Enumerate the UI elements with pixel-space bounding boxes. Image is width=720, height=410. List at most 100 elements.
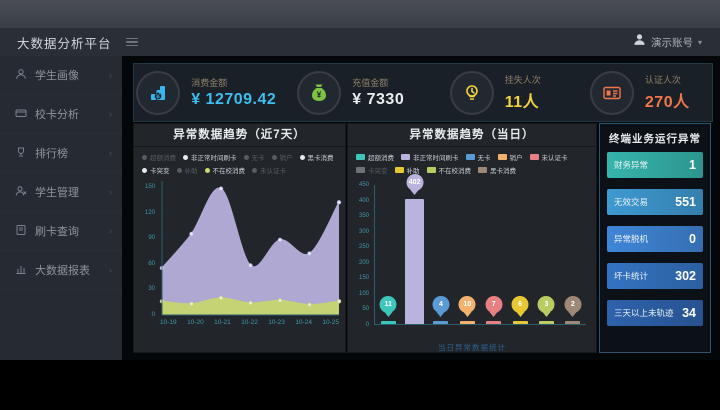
bar-黑卡消费: [565, 321, 581, 324]
legend-label: 卡突变: [150, 168, 170, 175]
legend-item[interactable]: 非正常时间刷卡: [401, 152, 459, 162]
browser-strip: [0, 0, 720, 28]
y-tick-label: 150: [358, 275, 369, 282]
legend-item[interactable]: 未认证卡: [529, 152, 568, 162]
legend-label: 销户: [509, 155, 523, 162]
terminal-stat-label: 异常脱机: [614, 234, 649, 244]
sidebar-item-label: 大数据报表: [35, 265, 90, 277]
kpi-text: 挂失人次 11人: [505, 73, 541, 112]
legend-swatch-icon: [497, 154, 507, 160]
legend-item[interactable]: 超额消费: [356, 152, 394, 162]
y-tick-label: 0: [365, 322, 369, 328]
legend-item[interactable]: 非正常时间刷卡: [183, 152, 237, 162]
kpi-card-1: ¥ 消费金额 ¥ 12709.42: [134, 64, 279, 121]
bulb-icon: [449, 70, 494, 115]
sidebar-item-5[interactable]: 刷卡查询 ›: [0, 212, 122, 251]
legend-swatch-icon: [426, 167, 436, 173]
area-chart-x-axis: 10-19 10-20 10-21 10-22 10-23 10-24 10-25: [158, 319, 341, 331]
main-content: ¥ 消费金额 ¥ 12709.42 ¥ 充值金额 ¥ 7330 挂失人次 11人 认证人次 270…: [122, 56, 720, 360]
y-tick-label: 450: [358, 182, 369, 188]
app-header: 大数据分析平台 演示账号 ▾: [0, 28, 720, 56]
bar-column[interactable]: 6: [509, 185, 531, 324]
legend-item[interactable]: 超额消费: [142, 152, 176, 162]
pin-marker: 6: [511, 296, 529, 317]
x-tick-label: 10-21: [214, 319, 231, 326]
legend-item[interactable]: 黑卡消费: [478, 165, 516, 175]
bar-未认证卡: [486, 321, 502, 324]
bar-column[interactable]: 4: [430, 185, 452, 324]
user-icon: [15, 68, 27, 83]
sidebar-item-6[interactable]: 大数据报表 ›: [0, 251, 122, 290]
coins-icon: ¥: [136, 70, 181, 115]
legend-item[interactable]: 无卡: [465, 152, 491, 162]
pin-pointer-icon: [489, 312, 498, 317]
legend-item[interactable]: 未认证卡: [252, 165, 286, 175]
sidebar-item-4[interactable]: 学生管理 ›: [0, 173, 122, 212]
kpi-value: ¥ 7330: [352, 91, 405, 108]
x-tick-label: 10-25: [322, 319, 339, 326]
user-menu[interactable]: 演示账号 ▾: [633, 33, 720, 51]
pin-marker: 3: [537, 296, 555, 317]
terminal-stat-label: 财务异常: [614, 160, 649, 170]
x-tick-label: 10-20: [187, 319, 204, 326]
pin-marker: 10: [458, 295, 476, 317]
menu-toggle-icon[interactable]: [125, 37, 138, 47]
chevron-down-icon: ▾: [697, 37, 702, 47]
pin-pointer-icon: [463, 311, 472, 317]
terminal-stat-4[interactable]: 坏卡统计 302: [607, 263, 703, 289]
avatar-icon: [633, 33, 646, 51]
sidebar-item-label: 排行榜: [35, 148, 68, 160]
sidebar-item-2[interactable]: 校卡分析 ›: [0, 95, 122, 134]
legend-item[interactable]: 补助: [394, 165, 420, 175]
bar-column[interactable]: 2: [562, 185, 584, 324]
bar-column[interactable]: 10: [456, 185, 478, 324]
idcard-icon: [589, 70, 634, 115]
legend-item[interactable]: 不在校消费: [204, 165, 245, 175]
legend-item[interactable]: 卡突变: [356, 165, 388, 175]
bar-chart: 0 50 100 150 200 250 300 350 400 450 11 402 4 10 7 6 3 2: [352, 173, 590, 339]
legend-item[interactable]: 黑卡消费: [299, 152, 334, 162]
terminal-stat-1[interactable]: 财务异常 1: [607, 152, 703, 178]
page-title: 大数据分析平台: [17, 36, 112, 51]
terminal-stat-5[interactable]: 三天以上未轨迹 34: [607, 300, 703, 326]
bar-超额消费: [380, 320, 396, 324]
terminal-stat-2[interactable]: 无效交易 551: [607, 189, 703, 215]
legend-label: 补助: [184, 168, 198, 175]
bar-chart-plot: 11 402 4 10 7 6 3 2: [374, 173, 586, 325]
terminal-stat-value: 302: [675, 269, 696, 283]
daily-trend-title: 异常数据趋势（当日）: [348, 124, 596, 147]
terminal-stat-3[interactable]: 异常脱机 0: [607, 226, 703, 252]
y-tick-label: 90: [148, 235, 155, 242]
sidebar-item-3[interactable]: 排行榜 ›: [0, 134, 122, 173]
legend-label: 不在校消费: [438, 168, 472, 175]
y-tick-label: 300: [358, 228, 369, 235]
legend-dot-icon: [183, 154, 188, 160]
bar-column[interactable]: 7: [483, 185, 505, 324]
legend-item[interactable]: 销户: [271, 152, 293, 162]
legend-label: 超额消费: [150, 155, 176, 162]
legend-item[interactable]: 无卡: [243, 152, 265, 162]
legend-item[interactable]: 销户: [497, 152, 523, 162]
user-manage-icon: [15, 185, 27, 200]
legend-dot-icon: [299, 154, 305, 160]
pin-marker: 11: [379, 295, 397, 317]
legend-item[interactable]: 补助: [176, 165, 198, 175]
legend-item[interactable]: 不在校消费: [426, 165, 472, 175]
bar-column[interactable]: 3: [535, 185, 557, 324]
bar-column[interactable]: 402: [404, 173, 426, 324]
sidebar-item-1[interactable]: 学生画像 ›: [0, 56, 122, 95]
pin-marker: 402: [406, 173, 424, 195]
moneybag-icon: ¥: [297, 70, 342, 115]
terminal-anomaly-panel: 终端业务运行异常 财务异常 1 无效交易 551 异常脱机 0 坏卡统计 302 三天以上未轨迹…: [599, 123, 711, 353]
terminal-stat-value: 551: [675, 195, 696, 209]
legend-dot-icon: [142, 154, 147, 160]
terminal-stat-value: 0: [689, 232, 696, 246]
terminal-stat-label: 无效交易: [614, 197, 649, 207]
legend-item[interactable]: 卡突变: [142, 165, 170, 175]
pin-marker: 7: [485, 296, 503, 317]
legend-label: 非正常时间刷卡: [413, 155, 459, 162]
chevron-right-icon: ›: [109, 109, 112, 119]
legend-swatch-icon: [465, 154, 475, 160]
bar-column[interactable]: 11: [377, 185, 399, 324]
sidebar-item-label: 校卡分析: [35, 109, 79, 121]
